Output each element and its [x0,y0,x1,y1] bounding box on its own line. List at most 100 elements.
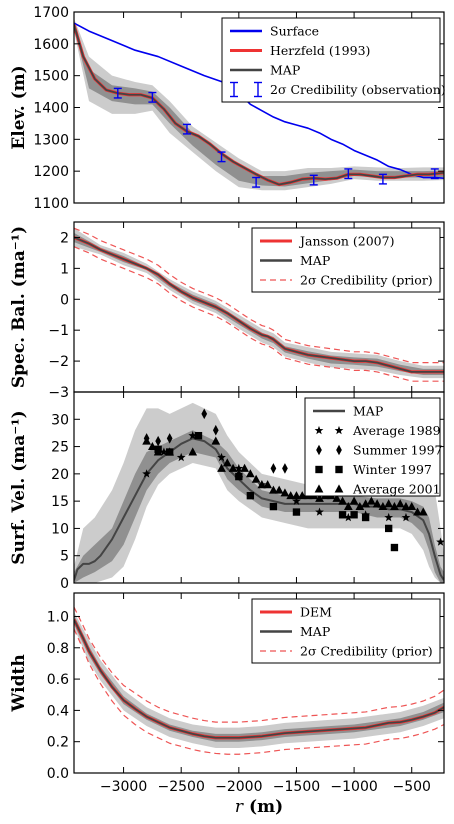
legend-swatch-triangle [314,484,324,493]
data-point-triangle [228,463,238,472]
x-tick-label: −1500 [273,779,320,795]
series-line [74,227,444,364]
y-tick-label: 10 [51,521,69,537]
y-tick-label: 0.6 [47,672,69,688]
y-axis-label: Width [9,654,29,712]
y-tick-label: 1 [60,261,69,277]
legend-swatch-triangle [334,484,344,493]
data-point-star [176,452,186,462]
data-point-triangle [222,458,232,467]
legend-label: 2σ Credibility (prior) [300,644,433,659]
data-point-triangle [234,469,244,478]
data-point-triangle [257,480,267,489]
data-point-diamond [166,433,173,444]
y-tick-label: 1500 [33,69,69,85]
data-point-triangle [251,474,261,483]
legend-swatch-square [335,465,343,474]
legend: DEM MAP 2σ Credibility (prior) [251,598,441,664]
data-point-triangle [280,488,290,497]
y-axis-label: Elev. (m) [9,65,29,149]
data-point-triangle [153,447,163,456]
legend: Jansson (2007) MAP 2σ Credibility (prior) [251,227,441,293]
legend-label: 2σ Credibility (prior) [300,273,433,288]
data-point-triangle [263,480,273,489]
data-point-square [194,431,203,440]
y-tick-label: 15 [51,494,69,510]
series-line [74,24,444,186]
y-tick-label: 0 [60,576,69,592]
legend-label: 2σ Credibility (observation) [270,82,446,97]
legend-label: MAP [353,404,383,419]
data-point-triangle [413,507,422,516]
legend-label: MAP [270,63,300,78]
plot-area [74,606,444,755]
legend: Surface Herzfeld (1993) MAP 2σ Credibility … [221,17,446,103]
data-point-star [384,512,394,522]
series-line [74,22,444,179]
data-point-square [361,513,370,522]
panel-3: 0 5 10 15 20 25 30 Surf. Vel. (ma⁻¹) MAP Average … [9,391,445,592]
data-point-square [246,492,255,500]
data-point-triangle [401,502,411,511]
y-tick-label: 30 [51,412,69,428]
y-tick-label: 1600 [33,37,69,53]
data-point-triangle [297,491,307,500]
legend-swatch-square [315,465,323,474]
data-point-triangle [407,502,417,511]
plot-area [74,402,444,583]
data-point-triangle [211,436,221,445]
y-axis-label: Spec. Bal. (ma⁻¹) [9,226,29,388]
data-point-square [292,508,301,516]
data-point-diamond [282,463,288,474]
data-point-star [234,463,244,473]
data-point-triangle [361,499,370,508]
panel-1: 1100 1200 1300 1400 1500 1600 1700 Elev. (m) Sur… [9,5,446,212]
legend-label: MAP [300,253,330,268]
data-point-triangle [332,493,342,502]
y-tick-label: 0.8 [47,641,69,657]
data-point-diamond [201,408,208,420]
series-line [74,619,444,739]
data-point-triangle [148,441,157,451]
series-line [74,246,444,382]
y-tick-label: 1400 [33,101,69,117]
x-tick-label: −2000 [215,779,262,795]
y-tick-label: 25 [51,440,69,456]
legend-label: Summer 1997 [353,443,443,458]
legend: MAP Average 1989 Summer 1997 Winter 1997 Ave… [304,397,443,497]
x-axis-label: r (m) [235,797,283,817]
y-tick-label: 20 [51,467,69,483]
data-point-diamond [270,463,277,474]
data-point-triangle [165,447,175,456]
data-point-triangle [395,499,405,508]
x-axis-label-unit: (m) [249,797,283,817]
data-point-star [188,431,198,440]
plot-area [74,227,444,382]
data-point-triangle [418,507,428,516]
panel-4: 0.0 0.2 0.4 0.6 0.8 1.0 −3000 −2500 −2000 −1500 −1… [9,592,445,795]
y-tick-label: 0 [60,292,69,308]
data-point-triangle [240,463,249,472]
legend-label: Average 1989 [352,423,441,438]
data-point-triangle [390,502,399,511]
data-point-triangle [217,463,226,472]
data-point-star [142,469,151,478]
legend-label: MAP [300,624,330,639]
legend-swatch-star [314,425,324,435]
data-point-triangle [384,499,394,508]
y-tick-label: 2 [60,230,69,246]
axes-frame [73,592,445,774]
data-point-diamond [212,424,219,436]
y-tick-label: 0.4 [47,703,69,719]
data-point-triangle [343,502,353,511]
axes-frame [73,391,445,584]
y-tick-label: 0.0 [47,766,69,782]
data-point-star [292,496,301,505]
data-point-triangle [367,496,376,505]
data-point-triangle [292,491,301,500]
x-tick-label: −3000 [100,779,147,795]
legend-label: Jansson (2007) [298,234,394,249]
y-tick-label: 1300 [33,132,69,148]
data-point-triangle [349,496,359,505]
